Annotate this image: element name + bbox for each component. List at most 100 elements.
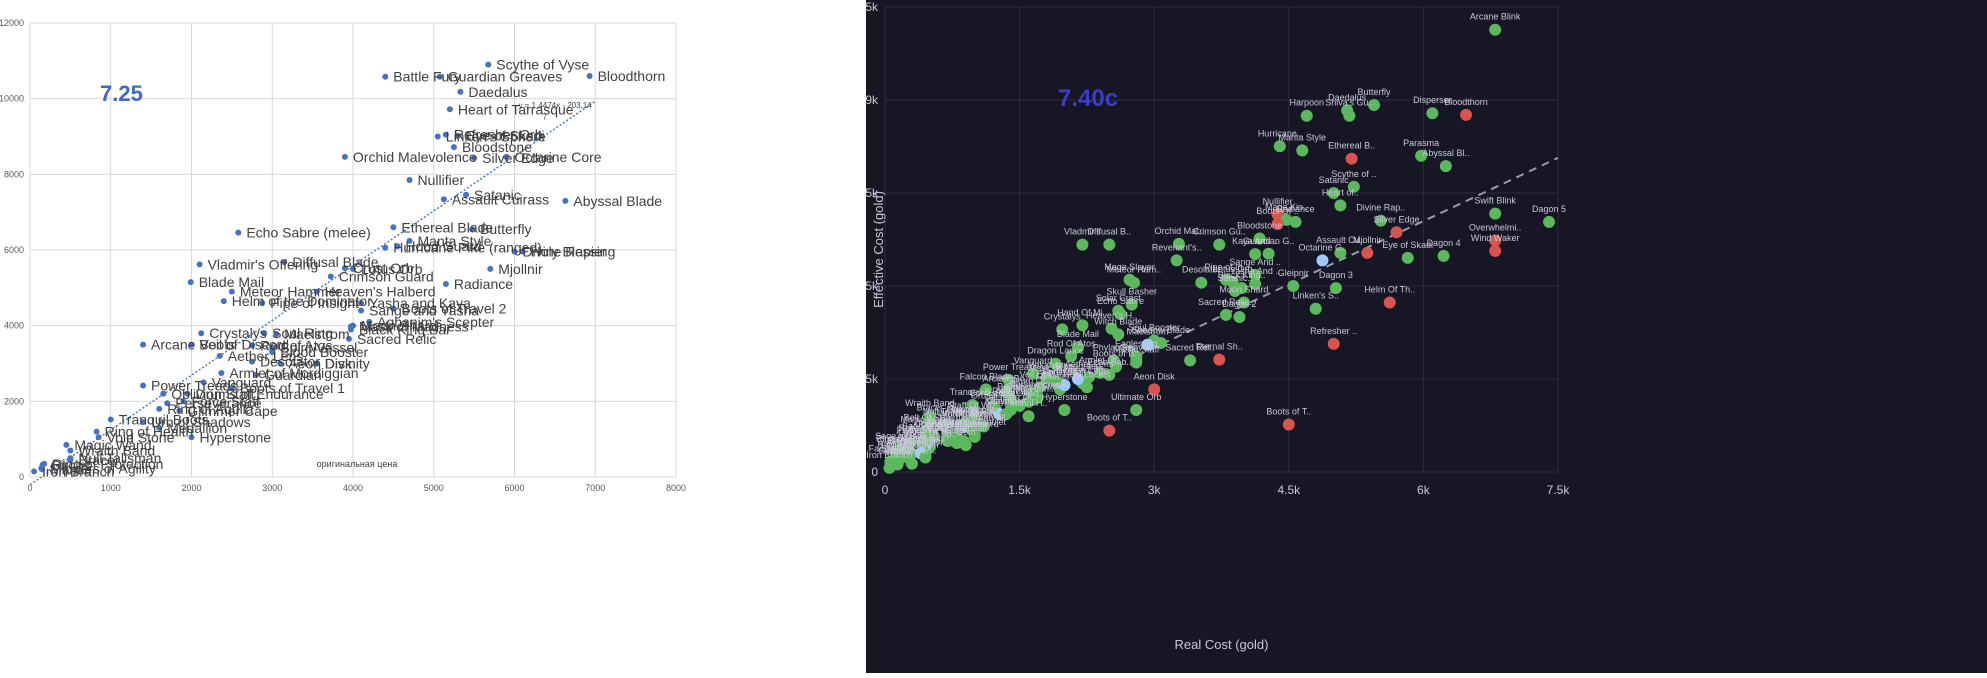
point-abyssal-blade[interactable] [562,197,569,204]
point-assault-cu[interactable] [1334,246,1347,259]
point-veil-of-discord[interactable] [188,341,195,348]
point-talisman-of[interactable] [1004,404,1017,416]
point-dagon-2[interactable] [1233,311,1246,323]
point-magic-wand[interactable] [63,441,70,448]
point-disperser[interactable] [1426,107,1439,120]
point-crystalys[interactable] [1056,323,1069,336]
point-aether-lens[interactable] [1083,370,1096,383]
point-blade-mail[interactable] [187,279,194,286]
point-assault-cuirass[interactable] [440,196,447,203]
point-silver-edge[interactable] [1390,226,1403,239]
point-sacred-relic[interactable] [345,335,352,342]
point-pavise[interactable] [1004,393,1017,406]
point-orchid-malevolence[interactable] [341,153,348,160]
point-glimmer-cape[interactable] [176,407,183,414]
point-hood-guard[interactable] [394,243,401,250]
point-octarine-core[interactable] [503,153,510,160]
point-bracer[interactable] [67,456,74,463]
point-gem[interactable] [959,439,972,452]
point-daedalus[interactable] [457,88,464,95]
point-mithril-h[interactable] [1022,410,1035,423]
point-moon-shard[interactable] [1237,296,1250,309]
point-ring-of-health[interactable] [93,428,100,435]
point-echo-sab[interactable] [1103,368,1116,381]
point-void-stone[interactable] [95,434,102,441]
point-manta-style[interactable] [1296,144,1309,157]
point-sange-and-yasha[interactable] [358,307,365,314]
point-shadow-blade[interactable] [1154,337,1167,350]
point-dagon-5[interactable] [1543,215,1556,228]
point-javelin[interactable] [977,420,990,433]
point-cornucopia[interactable] [986,399,999,412]
point-blade-mail[interactable] [1071,341,1084,354]
point-tranquil-b[interactable] [966,399,979,412]
point-diffusal-blade[interactable] [281,259,288,266]
point-crimson-gu[interactable] [1213,238,1226,251]
point-maelstrom[interactable] [273,330,280,337]
point-rod-of-atos[interactable] [1065,350,1078,363]
point-echo-sabre-melee[interactable] [235,229,242,236]
point-spirit-vessel[interactable] [269,344,276,351]
point-armlet-of-mordiggian[interactable] [218,369,225,376]
point-medallion[interactable] [156,424,163,431]
point-skull-basher[interactable] [1125,298,1138,311]
point-belt-of-st[interactable] [919,424,932,437]
point-bloodstone[interactable] [450,144,457,151]
point-sacred-relic[interactable] [1219,308,1232,321]
point-bracer[interactable] [923,414,936,427]
point-maelstrom[interactable] [1141,338,1154,351]
point-aeon-disk[interactable] [1148,383,1161,396]
point-boots-of-b[interactable] [1110,360,1123,373]
point-sange-and[interactable] [1249,268,1262,281]
point-desolator[interactable] [249,358,256,365]
point-vladmir-s[interactable] [1076,238,1089,251]
point-tranquil-boots[interactable] [107,416,114,423]
point-guardian[interactable] [253,371,260,378]
point-scythe-of[interactable] [1347,180,1360,193]
point-power-treads[interactable] [140,382,147,389]
point-crystalys[interactable] [198,330,205,337]
point-hand-of-mi[interactable] [1076,319,1089,332]
point-heart-of-tarrasque[interactable] [446,106,453,113]
point-boots-of-t[interactable] [1282,418,1295,431]
point-butterfly[interactable] [1368,98,1381,111]
point-yasha-and-kaya[interactable] [358,299,365,306]
point-black-king-bar[interactable] [347,326,354,333]
point-arcane-blink[interactable] [1489,23,1502,36]
point-orb-of-ven[interactable] [905,457,918,470]
point-echo-sabre[interactable] [1114,308,1127,321]
point-battle-fury[interactable] [382,73,389,80]
point-holy-locket[interactable] [1080,381,1093,394]
point-diffusal-b[interactable] [1103,238,1116,251]
point-lotus-orb[interactable] [350,265,356,272]
point-boots-of[interactable] [1271,218,1284,230]
point-chainmail[interactable] [928,430,941,443]
point-ring-of-aq[interactable] [1013,399,1026,412]
point-oblivion-staff[interactable] [160,390,167,397]
point-scythe-of-vyse[interactable] [485,61,492,68]
point-null-talis[interactable] [937,418,950,431]
point-lotus-orb[interactable] [1226,275,1239,288]
point-desolator[interactable] [1195,276,1208,289]
point-shiva-s-gu[interactable] [1343,109,1356,122]
point-dragon-lance[interactable] [1049,357,1062,370]
point-circlet[interactable] [39,461,46,468]
point-ultimate-orb[interactable] [1130,404,1143,416]
point-falcon-blade[interactable] [979,383,992,396]
point-mantle[interactable] [39,466,46,473]
point-refresher-orb[interactable] [442,131,449,138]
point-linken-s-s[interactable] [1309,302,1322,315]
point-orchid-mal[interactable] [1172,237,1185,250]
point-armlet-of[interactable] [1094,366,1107,379]
point-heart-of[interactable] [1334,199,1347,212]
point-meteor-ham[interactable] [1128,276,1141,289]
point-manta-style[interactable] [406,237,413,244]
point-satanic[interactable] [1228,284,1241,297]
point-mjollnir[interactable] [487,265,494,272]
point-mask-of-ma[interactable] [1049,375,1062,388]
point-linken-s-sphere[interactable] [434,133,441,140]
point-eye-of-skadi[interactable] [454,132,461,139]
point-ironwood-branch[interactable] [31,468,38,475]
point-bloodstone[interactable] [1253,232,1266,245]
point-boots-of-t[interactable] [1103,424,1116,437]
